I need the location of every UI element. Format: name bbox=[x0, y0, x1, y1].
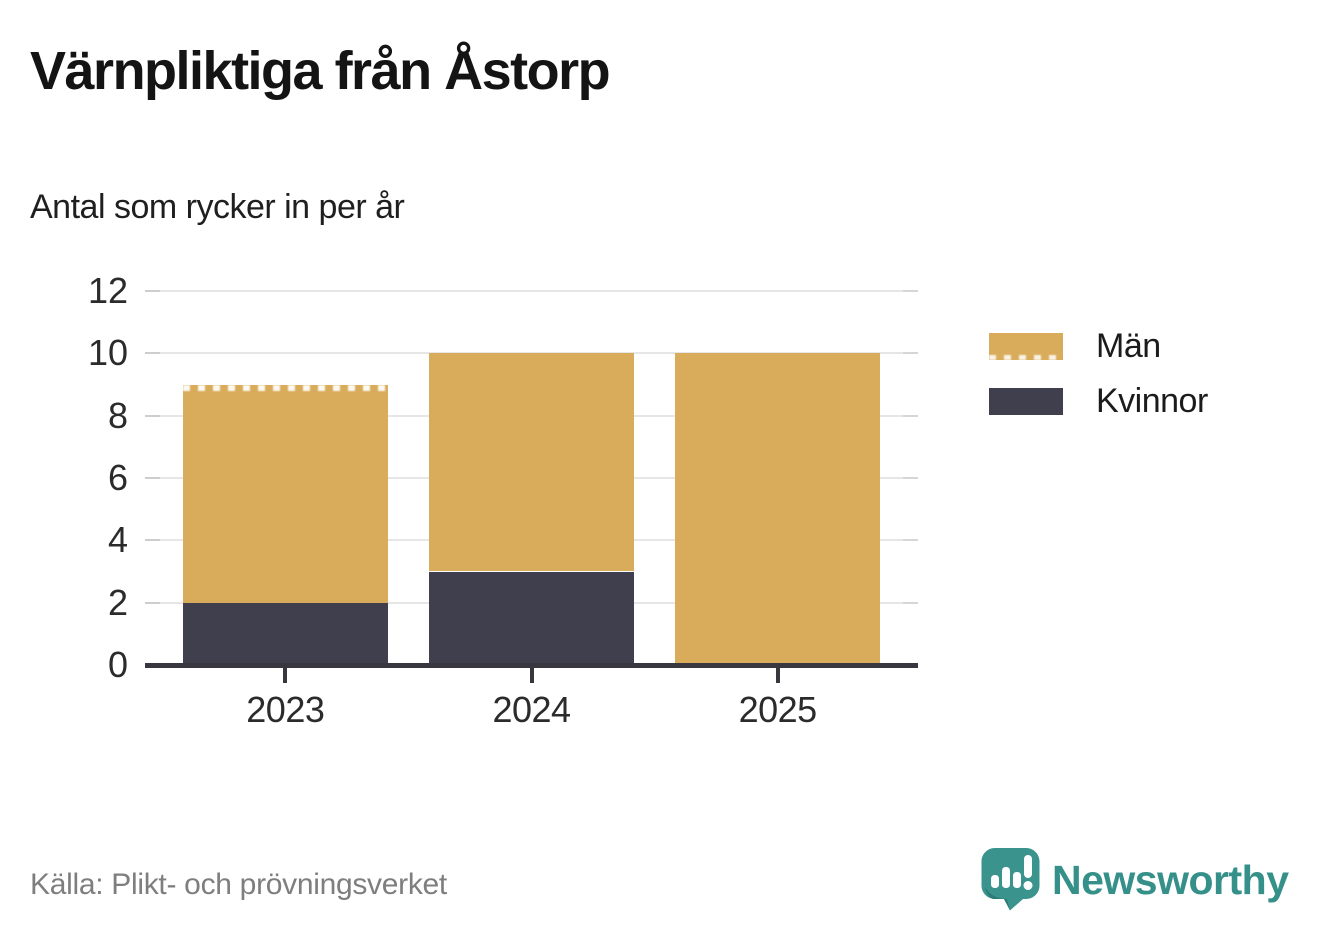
y-tick-label-10: 10 bbox=[87, 332, 128, 374]
legend-swatch-women bbox=[989, 388, 1063, 415]
x-tick-2025 bbox=[775, 668, 780, 683]
x-axis-line bbox=[145, 663, 918, 668]
bar-segment-2025-män bbox=[675, 353, 880, 665]
y-axis-labels: 0 2 4 6 8 10 12 bbox=[0, 270, 128, 685]
plot-area: 2023 2024 2025 bbox=[145, 290, 918, 730]
legend-swatch-men bbox=[989, 333, 1063, 360]
x-tick-label-2025: 2025 bbox=[738, 689, 818, 730]
bar-segment-2024-kvinnor bbox=[429, 571, 634, 665]
chart-title: Värnpliktiga från Åstorp bbox=[30, 41, 611, 101]
source-text: Källa: Plikt- och prövningsverket bbox=[30, 868, 447, 901]
legend-item-women: Kvinnor bbox=[989, 382, 1208, 420]
newsworthy-logo-icon bbox=[981, 848, 1040, 911]
bar-segment-2023-män bbox=[183, 384, 388, 603]
y-tick-label-12: 12 bbox=[87, 270, 128, 311]
x-tick-2024 bbox=[529, 668, 534, 683]
legend-item-men: Män bbox=[989, 327, 1208, 365]
y-tick-label-0: 0 bbox=[107, 644, 128, 685]
brand-text: Newsworthy bbox=[1052, 856, 1289, 903]
x-tick-label-2023: 2023 bbox=[246, 689, 325, 730]
legend: Män Kvinnor bbox=[989, 327, 1208, 420]
newsworthy-logo: Newsworthy bbox=[981, 847, 1289, 913]
bar-segment-2024-män bbox=[429, 353, 634, 572]
gridline-y12 bbox=[145, 290, 918, 292]
x-tick-2023 bbox=[283, 668, 288, 683]
y-tick-label-4: 4 bbox=[107, 519, 128, 561]
bar-segment-2023-kvinnor bbox=[183, 602, 388, 665]
legend-label-women: Kvinnor bbox=[1096, 382, 1208, 420]
y-tick-label-8: 8 bbox=[107, 394, 128, 436]
chart-subtitle: Antal som rycker in per år bbox=[30, 188, 405, 226]
legend-label-men: Män bbox=[1096, 327, 1161, 365]
x-tick-label-2024: 2024 bbox=[492, 689, 571, 730]
y-tick-label-2: 2 bbox=[107, 581, 128, 623]
y-tick-label-6: 6 bbox=[107, 457, 128, 498]
